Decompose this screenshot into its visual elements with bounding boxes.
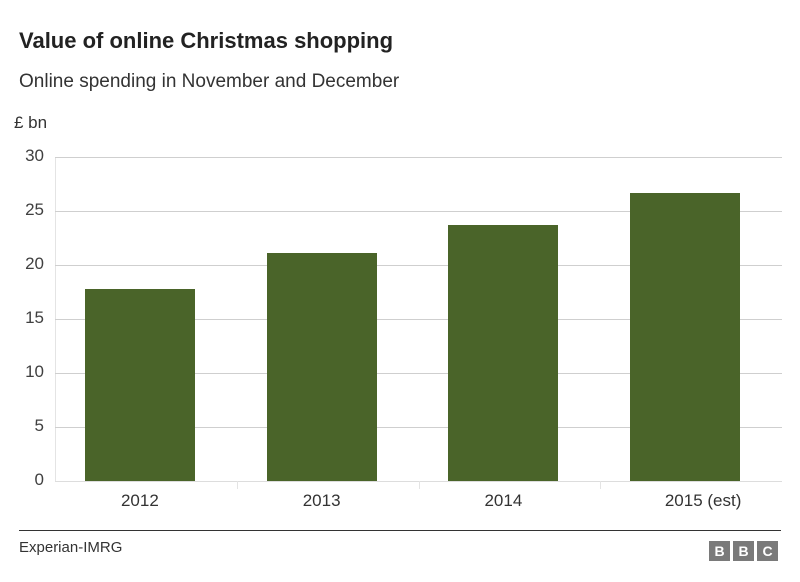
bbc-logo: B B C [709, 541, 778, 561]
x-tick-label: 2012 [120, 491, 159, 510]
bbc-logo-letter: C [757, 541, 778, 561]
bar-2013 [266, 253, 377, 481]
bar-2014 [448, 225, 559, 481]
footer-divider [19, 530, 781, 531]
gridline [55, 373, 782, 374]
x-tick-mark [600, 481, 602, 489]
y-tick-label: 5 [34, 416, 44, 435]
bbc-logo-letter: B [733, 541, 754, 561]
bbc-logo-letter: B [709, 541, 730, 561]
y-tick-label: 10 [25, 362, 44, 381]
x-tick-label: 2013 [302, 491, 341, 510]
source-label: Experian-IMRG [19, 539, 123, 556]
y-tick-label: 30 [25, 146, 44, 165]
gridline [55, 427, 782, 428]
y-tick-label: 0 [34, 470, 44, 489]
y-tick-label: 25 [25, 200, 44, 219]
plot-area [55, 157, 782, 489]
x-tick-mark [418, 481, 420, 489]
bar-2015 [630, 192, 741, 481]
y-tick-label: 20 [25, 254, 44, 273]
gridline [55, 157, 782, 158]
gridline [55, 319, 782, 320]
x-tick-label: 2014 [484, 491, 523, 510]
chart-subtitle: Online spending in November and December [19, 71, 400, 92]
y-axis-unit-label: £ bn [14, 113, 48, 132]
chart-title: Value of online Christmas shopping [19, 28, 394, 53]
x-tick-label: 2015 (est) [664, 491, 742, 510]
y-tick-label: 15 [25, 308, 44, 327]
gridline [55, 265, 782, 266]
gridline [55, 211, 782, 212]
x-tick-mark [236, 481, 238, 489]
bar-2012 [84, 288, 195, 481]
